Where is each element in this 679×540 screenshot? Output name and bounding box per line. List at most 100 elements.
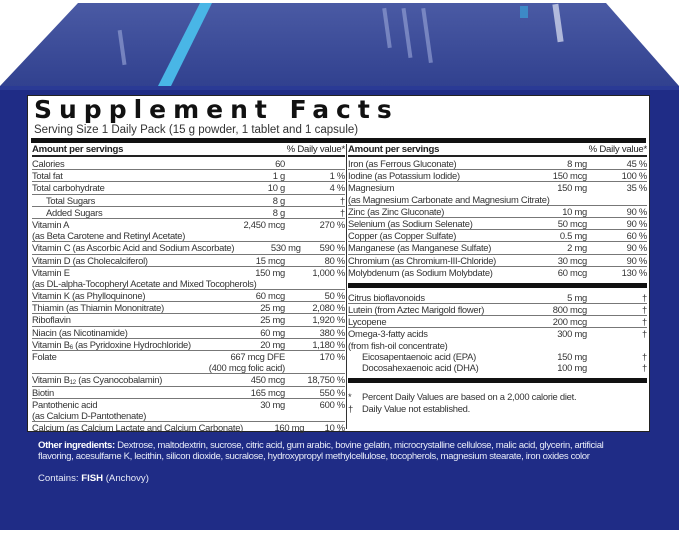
nutrient-daily-value: † bbox=[642, 304, 647, 316]
column-header: Amount per servings % Daily value* bbox=[348, 144, 647, 157]
nutrient-amount: 150 mg bbox=[557, 182, 587, 194]
nutrient-daily-value: † bbox=[642, 362, 647, 373]
nutrient-amount: 0.5 mg bbox=[559, 230, 587, 242]
nutrient-name: Vitamin E bbox=[32, 266, 70, 278]
nutrient-daily-value bbox=[285, 158, 345, 169]
nutrient-name: Added Sugars bbox=[46, 206, 103, 218]
nutrient-row: Vitamin A 2,450 mcg 270 % (as Beta Carotene… bbox=[32, 218, 345, 243]
nutrient-name: Niacin (as Nicotinamide) bbox=[32, 326, 128, 338]
divider-bar bbox=[348, 282, 647, 288]
nutrient-daily-value: 600 % bbox=[319, 398, 346, 410]
nutrient-amount: 2 mg bbox=[567, 242, 587, 254]
nutrient-daily-value: 1,920 % bbox=[312, 314, 345, 326]
other-ingredients-label: Other ingredients: bbox=[38, 440, 115, 451]
nutrient-daily-value: 550 % bbox=[319, 386, 346, 398]
nutrient-daily-value: † bbox=[340, 206, 345, 218]
nutrient-row: Citrus bioflavonoids 5 mg † bbox=[348, 291, 647, 305]
nutrient-row: Docosahexaenoic acid (DHA) 100 mg † bbox=[348, 362, 647, 373]
nutrient-amount: 30 mg bbox=[260, 398, 285, 410]
column-divider bbox=[346, 144, 347, 429]
nutrient-amount: 150 mg bbox=[557, 350, 587, 362]
nutrient-daily-value: 60 % bbox=[626, 230, 648, 242]
nutrient-amount: 150 mg bbox=[255, 266, 285, 278]
nutrient-amount: 60 bbox=[275, 158, 285, 169]
nutrient-row: Total carbohydrate 10 g 4 % bbox=[32, 182, 346, 195]
nutrient-amount: 50 mcg bbox=[557, 217, 588, 229]
nutrient-name: Lycopene bbox=[348, 316, 387, 328]
nutrient-name: Vitamin B6 (as Pyridoxine Hydrochloride) bbox=[32, 338, 191, 351]
nutrient-source: (as Beta Carotene and Retinyl Acetate) bbox=[32, 230, 186, 242]
nutrient-amount: 150 mcg bbox=[552, 170, 587, 182]
nutrient-amount: 300 mg bbox=[557, 328, 587, 340]
nutrient-row: Biotin 165 mcg 550 % bbox=[32, 387, 345, 399]
nutrient-name: Folate bbox=[32, 351, 57, 362]
nutrient-amount: 10 g bbox=[267, 182, 286, 194]
nutrient-daily-value: † bbox=[642, 316, 647, 328]
column-header: Amount per servings % Daily value* bbox=[32, 144, 345, 157]
nutrient-amount: 8 g bbox=[272, 194, 286, 206]
nutrient-name: Chromium (as Chromium-III-Chloride) bbox=[348, 254, 497, 266]
nutrient-daily-value: 130 % bbox=[621, 266, 648, 278]
nutrient-amount: 200 mcg bbox=[552, 316, 587, 328]
nutrient-daily-value: 10 % bbox=[324, 422, 346, 434]
nutrient-row: Vitamin B6 (as Pyridoxine Hydrochloride)… bbox=[32, 339, 345, 351]
nutrient-name: Riboflavin bbox=[32, 314, 71, 326]
nutrient-name: Total Sugars bbox=[46, 194, 96, 206]
nutrient-daily-value: 18,750 % bbox=[307, 374, 345, 386]
nutrient-source: (from fish-oil concentrate) bbox=[348, 339, 448, 351]
nutrient-amount: 15 mcg bbox=[255, 254, 286, 266]
nutrient-name: Docosahexaenoic acid (DHA) bbox=[362, 362, 479, 373]
nutrient-row: Lycopene 200 mcg † bbox=[348, 316, 647, 329]
nutrient-name: Eicosapentaenoic acid (EPA) bbox=[362, 350, 476, 362]
nutrient-name: Lutein (from Aztec Marigold flower) bbox=[348, 304, 485, 316]
nutrient-name: Calcium (as Calcium Lactate and Calcium … bbox=[32, 422, 244, 434]
other-ingredients: Other ingredients: Dextrose, maltodextri… bbox=[38, 440, 638, 462]
nutrient-name: Total carbohydrate bbox=[32, 182, 105, 194]
nutrient-row: Niacin (as Nicotinamide) 60 mg 380 % bbox=[32, 327, 345, 339]
nutrient-daily-value: 50 % bbox=[324, 290, 346, 302]
label-title: Supplement Facts bbox=[34, 95, 399, 124]
nutrient-row: Magnesium 150 mg 35 % (as Magnesium Carbona… bbox=[348, 182, 647, 206]
nutrient-daily-value: 80 % bbox=[324, 254, 346, 266]
nutrient-amount: 165 mcg bbox=[250, 386, 285, 398]
nutrient-name: Vitamin C (as Ascorbic Acid and Sodium A… bbox=[32, 242, 235, 254]
nutrient-amount: 2,450 mcg bbox=[243, 218, 285, 230]
footnote: * Percent Daily Values are based on a 2,0… bbox=[348, 391, 577, 403]
nutrient-daily-value: 2,080 % bbox=[312, 302, 345, 314]
nutrient-amount: 30 mcg bbox=[557, 254, 588, 266]
nutrient-daily-value: † bbox=[642, 350, 647, 362]
nutrient-name: Omega-3-fatty acids bbox=[348, 328, 428, 340]
daily-value-header: % Daily value* bbox=[286, 144, 346, 155]
nutrient-daily-value: 90 % bbox=[626, 217, 648, 229]
nutrient-amount: 100 mg bbox=[557, 362, 587, 373]
nutrient-amount: 530 mg bbox=[270, 242, 301, 254]
nutrient-name: Magnesium bbox=[348, 182, 395, 194]
amount-header: Amount per servings bbox=[32, 144, 124, 155]
nutrient-name: Biotin bbox=[32, 386, 54, 398]
nutrient-name: Vitamin K (as Phylloquinone) bbox=[32, 290, 146, 302]
nutrient-row: Iron (as Ferrous Gluconate) 8 mg 45 % bbox=[348, 158, 647, 171]
nutrient-amount: 10 mg bbox=[562, 205, 587, 217]
nutrient-name: Zinc (as Zinc Gluconate) bbox=[348, 205, 445, 217]
nutrient-row: Riboflavin 25 mg 1,920 % bbox=[32, 314, 345, 327]
nutrient-row: Selenium (as Sodium Selenate) 50 mcg 90 % bbox=[348, 217, 648, 231]
nutrient-amount: 20 mg bbox=[260, 338, 285, 350]
nutrient-daily-value: 590 % bbox=[319, 242, 346, 254]
allergen-statement: Contains: FISH (Anchovy) bbox=[38, 473, 149, 484]
nutrient-name: Iron (as Ferrous Gluconate) bbox=[348, 158, 457, 169]
nutrient-amount: 8 g bbox=[272, 206, 286, 218]
nutrient-source: (as DL-alpha-Tocopheryl Acetate and Mixe… bbox=[32, 277, 257, 289]
footnotes: * Percent Daily Values are based on a 2,0… bbox=[348, 391, 647, 415]
nutrient-name: Copper (as Copper Sulfate) bbox=[348, 230, 457, 242]
nutrient-amount: 60 mg bbox=[260, 326, 285, 338]
nutrient-daily-value: 90 % bbox=[626, 242, 648, 254]
nutrient-row: Total fat 1 g 1 % bbox=[32, 170, 345, 183]
nutrient-amount: 1 g bbox=[272, 170, 286, 182]
nutrient-name: Citrus bioflavonoids bbox=[348, 291, 425, 303]
nutrient-row: Calories 60 bbox=[32, 158, 345, 171]
nutrient-daily-value: † bbox=[642, 328, 647, 340]
footnote: † Daily Value not established. bbox=[348, 403, 470, 415]
nutrient-daily-value: 4 % bbox=[329, 182, 346, 194]
nutrient-daily-value: 1,180 % bbox=[312, 338, 345, 350]
nutrient-name: Pantothenic acid bbox=[32, 398, 98, 410]
